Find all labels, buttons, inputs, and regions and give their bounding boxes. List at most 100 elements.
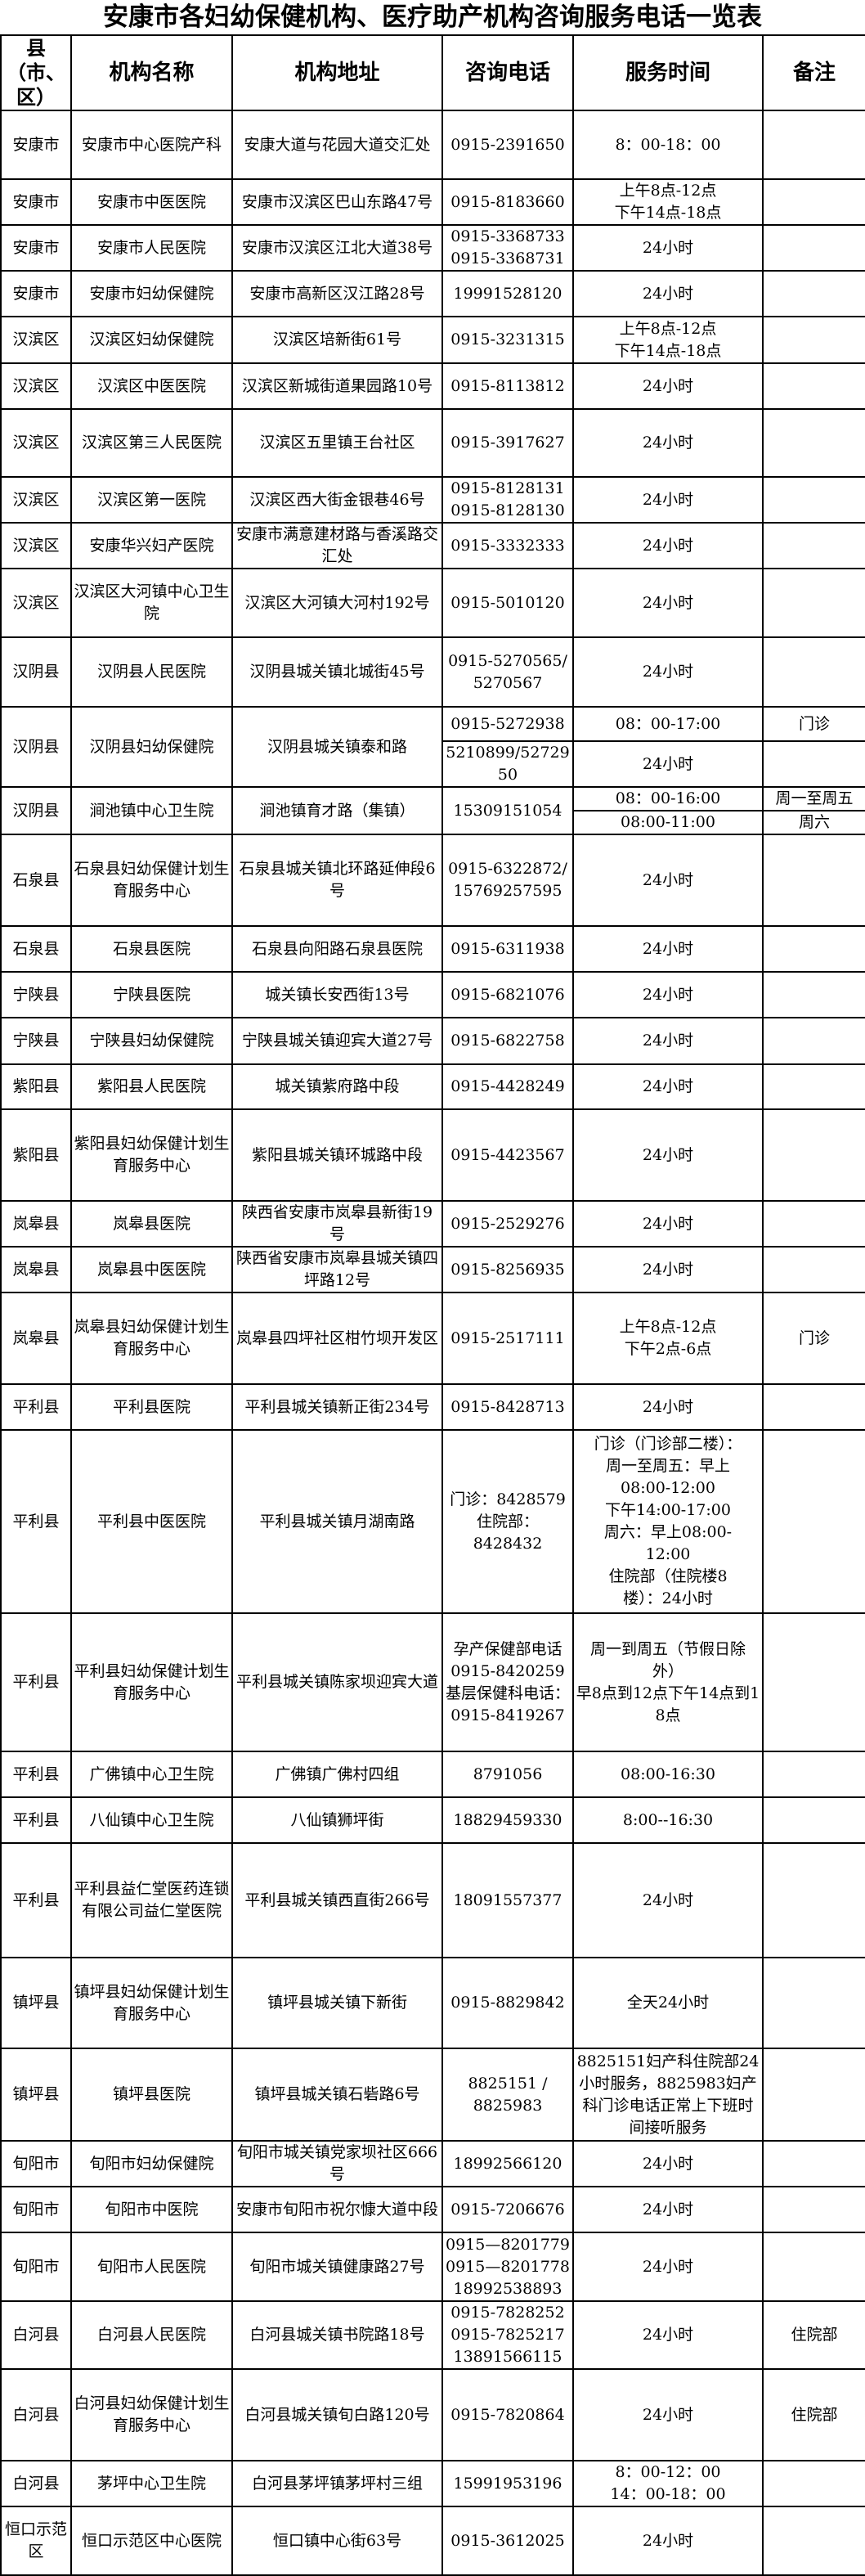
cell-name: 汉滨区中医医院 bbox=[70, 362, 233, 410]
cell-address: 安康市高新区汉江路28号 bbox=[231, 270, 443, 317]
table-row: 安康市 安康市人民医院 安康市汉滨区江北大道38号 0915-3368733 0915… bbox=[0, 224, 865, 272]
cell-phone: 0915-4428249 bbox=[441, 1063, 574, 1110]
cell-name: 安康华兴妇产医院 bbox=[70, 522, 233, 569]
cell-hours: 24小时 bbox=[572, 834, 764, 927]
cell-name: 白河县人民医院 bbox=[70, 2300, 233, 2370]
cell-hours: 24小时 bbox=[572, 1108, 764, 1202]
cell-hours: 08：00-17:00 bbox=[572, 706, 764, 742]
cell-hours: 24小时 bbox=[572, 636, 764, 708]
cell-note bbox=[762, 408, 865, 478]
cell-note bbox=[762, 568, 865, 638]
cell-county: 安康市 bbox=[0, 178, 72, 226]
cell-note bbox=[762, 316, 865, 364]
cell-phone: 0915-2391650 bbox=[441, 110, 574, 180]
cell-note bbox=[762, 1957, 865, 2049]
cell-note bbox=[762, 636, 865, 708]
cell-hours: 24小时 bbox=[572, 522, 764, 569]
cell-phone: 0915-8113812 bbox=[441, 362, 574, 410]
cell-phone: 18829459330 bbox=[441, 1796, 574, 1844]
cell-phone: 0915-6822758 bbox=[441, 1017, 574, 1065]
cell-note bbox=[762, 971, 865, 1018]
header-note: 备注 bbox=[762, 34, 865, 111]
cell-county: 汉阴县 bbox=[0, 636, 72, 708]
cell-note bbox=[762, 2048, 865, 2142]
cell-county: 旬阳市 bbox=[0, 2186, 72, 2233]
table-row: 白河县 白河县妇幼保健计划生育服务中心 白河县城关镇旬白路120号 0915-7820… bbox=[0, 2368, 865, 2461]
cell-name: 镇坪县医院 bbox=[70, 2048, 233, 2142]
cell-hours: 门诊（门诊部二楼）： 周一至周五：早上 08:00-12:00 下午14:00-… bbox=[572, 1429, 764, 1614]
cell-note bbox=[762, 1612, 865, 1752]
table-row: 宁陕县 宁陕县医院 城关镇长安西街13号 0915-6821076 24小时 bbox=[0, 971, 865, 1018]
cell-address: 汉阴县城关镇北城街45号 bbox=[231, 636, 443, 708]
cell-name: 安康市中医医院 bbox=[70, 178, 233, 226]
cell-address: 陕西省安康市岚皋县城关镇四坪路12号 bbox=[231, 1246, 443, 1293]
cell-note bbox=[762, 1429, 865, 1614]
cell-hours: 24小时 bbox=[572, 270, 764, 317]
cell-hours: 08:00-16:30 bbox=[572, 1751, 764, 1798]
cell-address: 镇坪县城关镇石砦路6号 bbox=[231, 2048, 443, 2142]
table-row: 镇坪县 镇坪县医院 镇坪县城关镇石砦路6号 8825151 / 8825983 8825… bbox=[0, 2048, 865, 2142]
cell-note bbox=[762, 2460, 865, 2507]
cell-county: 平利县 bbox=[0, 1796, 72, 1844]
cell-county: 汉阴县 bbox=[0, 786, 72, 835]
cell-name: 八仙镇中心卫生院 bbox=[70, 1796, 233, 1844]
cell-address: 涧池镇育才路（集镇） bbox=[231, 786, 443, 835]
cell-name: 平利县中医医院 bbox=[70, 1429, 233, 1614]
cell-note bbox=[762, 1796, 865, 1844]
cell-name: 汉滨区大河镇中心卫生院 bbox=[70, 568, 233, 638]
cell-county: 安康市 bbox=[0, 224, 72, 272]
cell-address: 平利县城关镇陈家坝迎宾大道 bbox=[231, 1612, 443, 1752]
cell-hours: 08:00-11:00 bbox=[572, 810, 764, 835]
table-row-sub: 08:00-11:00 周六 bbox=[1, 810, 865, 835]
cell-address: 汉阴县城关镇泰和路 bbox=[231, 706, 443, 788]
cell-phone: 18992566120 bbox=[441, 2140, 574, 2187]
cell-name: 茅坪中心卫生院 bbox=[70, 2460, 233, 2507]
cell-county: 石泉县 bbox=[0, 925, 72, 973]
cell-hours: 24小时 bbox=[572, 1383, 764, 1431]
cell-address: 安康市汉滨区巴山东路47号 bbox=[231, 178, 443, 226]
cell-county: 汉滨区 bbox=[0, 362, 72, 410]
table-row: 岚皋县 岚皋县中医医院 陕西省安康市岚皋县城关镇四坪路12号 0915-8256935… bbox=[0, 1246, 865, 1293]
cell-note bbox=[762, 362, 865, 410]
cell-phone: 0915-5270565/5270567 bbox=[441, 636, 574, 708]
cell-phone: 0915-7820864 bbox=[441, 2368, 574, 2461]
cell-phone: 0915-7828252 0915-7825217 13891566115 bbox=[441, 2300, 574, 2370]
cell-county: 镇坪县 bbox=[0, 1957, 72, 2049]
cell-county: 岚皋县 bbox=[0, 1246, 72, 1293]
cell-hours: 8:00--16:30 bbox=[572, 1796, 764, 1844]
table-row: 安康市 安康市妇幼保健院 安康市高新区汉江路28号 19991528120 24小时 bbox=[0, 270, 865, 317]
cell-address: 城关镇长安西街13号 bbox=[231, 971, 443, 1018]
cell-phone: 18091557377 bbox=[441, 1842, 574, 1958]
cell-name: 镇坪县妇幼保健计划生育服务中心 bbox=[70, 1957, 233, 2049]
cell-phone: 0915-3917627 bbox=[441, 408, 574, 478]
cell-county: 岚皋县 bbox=[0, 1292, 72, 1385]
cell-address: 紫阳县城关镇环城路中段 bbox=[231, 1108, 443, 1202]
table-row: 紫阳县 紫阳县妇幼保健计划生育服务中心 紫阳县城关镇环城路中段 0915-442356… bbox=[0, 1108, 865, 1202]
cell-address: 安康市满意建材路与香溪路交汇处 bbox=[231, 522, 443, 569]
cell-phone: 0915-8256935 bbox=[441, 1246, 574, 1293]
cell-county: 镇坪县 bbox=[0, 2048, 72, 2142]
cell-county: 安康市 bbox=[0, 270, 72, 317]
cell-county: 恒口示范区 bbox=[0, 2506, 72, 2576]
cell-note bbox=[762, 110, 865, 180]
cell-county: 汉滨区 bbox=[0, 522, 72, 569]
cell-name: 白河县妇幼保健计划生育服务中心 bbox=[70, 2368, 233, 2461]
cell-address: 陕西省安康市岚皋县新街19号 bbox=[231, 1200, 443, 1248]
cell-address: 安康市汉滨区江北大道38号 bbox=[231, 224, 443, 272]
cell-county: 汉滨区 bbox=[0, 316, 72, 364]
cell-county: 平利县 bbox=[0, 1383, 72, 1431]
cell-note bbox=[762, 1383, 865, 1431]
cell-name: 旬阳市中医院 bbox=[70, 2186, 233, 2233]
cell-name: 汉滨区第一医院 bbox=[70, 476, 233, 524]
cell-note bbox=[762, 834, 865, 927]
cell-county: 宁陕县 bbox=[0, 1017, 72, 1065]
cell-name: 紫阳县人民医院 bbox=[70, 1063, 233, 1110]
table-body: 安康市 安康市中心医院产科 安康大道与花园大道交汇处 0915-2391650 8：00… bbox=[0, 110, 865, 2576]
cell-phone: 5210899/5272950 bbox=[441, 740, 574, 788]
cell-hours: 24小时 bbox=[572, 2300, 764, 2370]
cell-note: 周一至周五 bbox=[762, 786, 865, 811]
cell-address: 平利县城关镇新正街234号 bbox=[231, 1383, 443, 1431]
cell-address: 城关镇紫府路中段 bbox=[231, 1063, 443, 1110]
cell-county: 宁陕县 bbox=[0, 971, 72, 1018]
cell-hours: 上午8点-12点 下午14点-18点 bbox=[572, 316, 764, 364]
